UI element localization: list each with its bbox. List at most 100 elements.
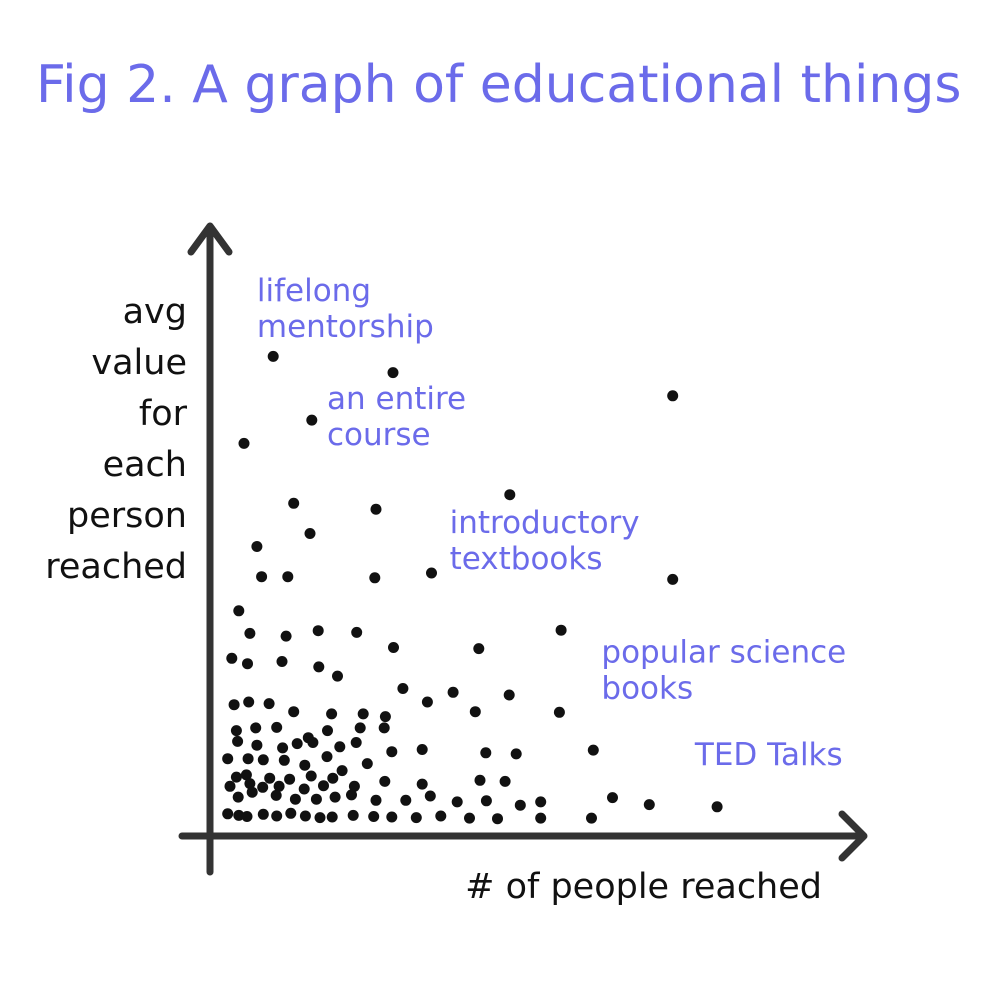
data-points (222, 350, 723, 825)
data-point (369, 572, 381, 584)
data-point (271, 810, 283, 822)
data-point (370, 794, 382, 806)
annotation-an-entire-course: an entire course (327, 381, 466, 453)
data-point (232, 791, 244, 803)
data-point (326, 708, 338, 720)
data-point (386, 746, 398, 758)
data-point (586, 812, 597, 824)
data-point (474, 774, 486, 786)
data-point (361, 758, 373, 770)
data-point (240, 769, 252, 781)
data-point (256, 571, 268, 583)
data-point (228, 699, 240, 711)
annotation-lifelong-mentorship: lifelong mentorship (257, 273, 434, 345)
data-point (499, 775, 511, 787)
data-point (480, 747, 492, 759)
data-point (329, 791, 341, 803)
data-point (313, 661, 325, 673)
data-point (284, 773, 296, 785)
data-point (257, 808, 269, 820)
data-point (326, 811, 338, 823)
data-point (510, 748, 522, 760)
data-point (242, 753, 254, 765)
data-point (492, 813, 503, 825)
data-point (473, 643, 485, 655)
data-point (426, 567, 437, 579)
data-point (555, 624, 567, 636)
data-point (535, 812, 547, 824)
data-point (354, 722, 366, 734)
data-point (322, 725, 333, 737)
data-point (464, 812, 475, 824)
data-point (346, 789, 357, 801)
data-point (379, 775, 391, 787)
chart-title: Fig 2. A graph of educational things (36, 55, 961, 115)
data-point (298, 783, 310, 795)
data-point (435, 810, 447, 822)
data-point (230, 771, 242, 783)
data-point (251, 739, 263, 751)
data-point (321, 751, 333, 763)
data-point (368, 811, 380, 822)
data-point (222, 753, 234, 765)
data-point (267, 350, 279, 362)
data-point (264, 772, 276, 784)
data-point (289, 793, 301, 805)
data-point (503, 689, 515, 701)
data-point (278, 754, 290, 766)
data-point (285, 807, 297, 819)
data-point (263, 698, 275, 710)
data-point (230, 725, 242, 737)
data-point (378, 722, 390, 734)
data-point (357, 708, 369, 720)
data-point (310, 793, 322, 805)
data-point (469, 706, 481, 718)
data-point (607, 792, 618, 804)
data-point (224, 780, 236, 792)
data-point (416, 778, 428, 790)
data-point (238, 437, 250, 449)
data-point (424, 790, 436, 802)
data-point (553, 706, 565, 718)
data-point (250, 722, 262, 734)
annotation-popular-science-books: popular science books (601, 635, 846, 707)
data-point (336, 765, 348, 777)
data-point (244, 778, 256, 790)
data-point (711, 801, 723, 813)
data-point (304, 528, 316, 539)
data-point (242, 658, 253, 670)
data-point (305, 770, 317, 782)
data-point (291, 738, 303, 750)
data-point (447, 686, 459, 698)
data-point (282, 571, 294, 583)
data-point (244, 627, 256, 639)
data-point (233, 809, 245, 821)
data-point (421, 696, 433, 708)
data-point (379, 711, 391, 723)
x-axis-label: # of people reached (465, 867, 822, 907)
data-point (314, 812, 326, 824)
data-point (288, 706, 300, 718)
data-point (222, 808, 234, 820)
data-point (257, 781, 269, 793)
data-point (327, 772, 339, 784)
data-point (416, 744, 428, 755)
data-point (251, 541, 263, 552)
data-point (246, 786, 258, 798)
data-point (410, 812, 422, 824)
data-point (273, 780, 285, 792)
data-point (370, 503, 382, 515)
annotation-introductory-textbooks: introductory textbooks (450, 505, 640, 577)
data-point (271, 721, 283, 733)
data-point (334, 741, 346, 753)
y-axis-label-line: each (103, 445, 187, 485)
data-point (514, 799, 526, 811)
data-point (535, 796, 547, 808)
data-point (351, 626, 363, 638)
y-axis-label-line: person (67, 496, 187, 536)
data-point (397, 683, 409, 694)
data-point (307, 737, 319, 748)
data-point (306, 414, 318, 426)
data-point (277, 742, 289, 754)
data-point (243, 696, 255, 708)
